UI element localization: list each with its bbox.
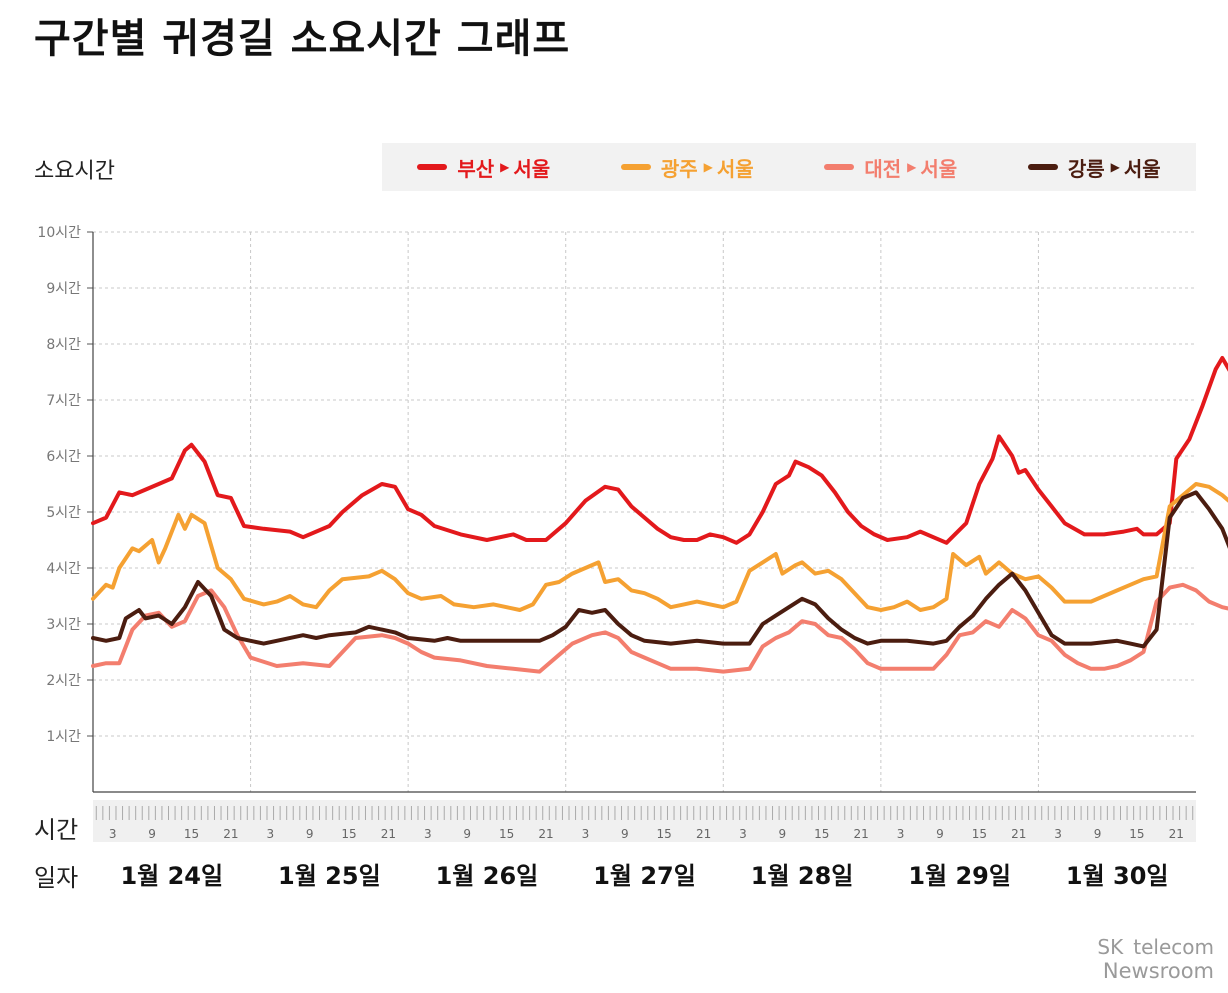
day-label: 1월 24일 bbox=[120, 862, 223, 890]
legend-to: 서울 bbox=[513, 156, 551, 181]
hour-tick-label: 15 bbox=[341, 827, 356, 841]
brand-telecom: telecom bbox=[1133, 935, 1214, 959]
brand-sk: SK bbox=[1097, 935, 1124, 959]
y-tick-label: 2시간 bbox=[46, 673, 81, 689]
brand-newsroom: Newsroom bbox=[1102, 959, 1214, 983]
hour-tick-label: 15 bbox=[657, 827, 672, 841]
legend-to: 서울 bbox=[1123, 156, 1161, 181]
legend-from: 강릉 bbox=[1067, 156, 1105, 181]
arrow-icon: ▶ bbox=[907, 160, 917, 174]
hour-tick-label: 3 bbox=[424, 827, 432, 841]
legend-swatch bbox=[824, 164, 855, 170]
legend-item: 강릉 ▶ 서울 bbox=[1027, 153, 1161, 182]
hour-tick-label: 3 bbox=[739, 827, 747, 841]
y-tick-label: 4시간 bbox=[46, 561, 81, 577]
legend-swatch bbox=[417, 164, 448, 170]
y-tick-label: 7시간 bbox=[46, 393, 81, 409]
hour-tick-label: 3 bbox=[266, 827, 274, 841]
arrow-icon: ▶ bbox=[500, 160, 510, 174]
series-line bbox=[91, 582, 1228, 674]
y-axis-label: 소요시간 bbox=[34, 159, 115, 184]
hour-tick-label: 21 bbox=[1011, 827, 1026, 841]
y-tick-label: 1시간 bbox=[46, 729, 81, 745]
legend-to: 서울 bbox=[716, 156, 754, 181]
hour-tick-label: 3 bbox=[1054, 827, 1062, 841]
day-label: 1월 28일 bbox=[751, 862, 854, 890]
hour-tick-label: 15 bbox=[972, 827, 987, 841]
y-tick-label: 8시간 bbox=[46, 337, 81, 353]
series-line bbox=[91, 482, 1228, 612]
y-tick-label: 6시간 bbox=[46, 449, 81, 465]
legend-item: 부산 ▶ 서울 bbox=[417, 153, 550, 182]
arrow-icon: ▶ bbox=[1110, 160, 1120, 174]
hour-tick-label: 21 bbox=[1169, 827, 1184, 841]
hour-tick-label: 15 bbox=[184, 827, 199, 841]
hour-tick-label: 21 bbox=[381, 827, 396, 841]
arrow-icon: ▶ bbox=[703, 160, 713, 174]
hour-row-label: 시간 bbox=[34, 816, 79, 844]
hour-tick-label: 15 bbox=[1129, 827, 1144, 841]
hour-tick-label: 3 bbox=[582, 827, 590, 841]
legend-from: 대전 bbox=[864, 156, 902, 181]
hour-tick-label: 9 bbox=[1094, 827, 1102, 841]
hour-tick-bar bbox=[93, 800, 1196, 842]
hour-tick-label: 21 bbox=[696, 827, 711, 841]
hour-tick-label: 9 bbox=[779, 827, 787, 841]
series-line bbox=[91, 490, 1228, 649]
day-label: 1월 26일 bbox=[436, 862, 539, 890]
hour-tick-label: 21 bbox=[854, 827, 869, 841]
hour-tick-label: 21 bbox=[223, 827, 238, 841]
legend-item: 광주 ▶ 서울 bbox=[620, 153, 754, 182]
day-label: 1월 27일 bbox=[593, 862, 696, 890]
hour-tick-label: 9 bbox=[463, 827, 471, 841]
date-row-label: 일자 bbox=[34, 864, 79, 892]
series-line bbox=[91, 356, 1228, 545]
hour-tick-label: 15 bbox=[499, 827, 514, 841]
y-tick-label: 10시간 bbox=[37, 225, 81, 241]
legend-swatch bbox=[620, 164, 651, 170]
day-label: 1월 30일 bbox=[1066, 862, 1169, 890]
brand-logo: SK telecom Newsroom bbox=[1097, 931, 1214, 983]
legend-item: 대전 ▶ 서울 bbox=[824, 153, 957, 182]
legend-swatch bbox=[1027, 164, 1058, 170]
hour-tick-label: 9 bbox=[148, 827, 156, 841]
hour-tick-label: 9 bbox=[936, 827, 944, 841]
legend-from: 부산 bbox=[457, 156, 495, 181]
hour-tick-label: 9 bbox=[306, 827, 314, 841]
hour-tick-label: 9 bbox=[621, 827, 629, 841]
day-label: 1월 29일 bbox=[908, 862, 1011, 890]
y-tick-label: 3시간 bbox=[46, 617, 81, 633]
hour-tick-label: 3 bbox=[109, 827, 117, 841]
hour-tick-label: 15 bbox=[814, 827, 829, 841]
hour-tick-label: 3 bbox=[897, 827, 905, 841]
hour-tick-label: 21 bbox=[538, 827, 553, 841]
y-tick-label: 9시간 bbox=[46, 281, 81, 297]
legend: 부산 ▶ 서울 광주 ▶ 서울 대전 ▶ 서울 강릉 ▶ 서울 bbox=[382, 143, 1196, 191]
legend-from: 광주 bbox=[660, 156, 698, 181]
day-label: 1월 25일 bbox=[278, 862, 381, 890]
y-tick-label: 5시간 bbox=[46, 505, 81, 521]
chart-title: 구간별 귀경길 소요시간 그래프 bbox=[34, 16, 571, 62]
legend-to: 서울 bbox=[920, 156, 958, 181]
